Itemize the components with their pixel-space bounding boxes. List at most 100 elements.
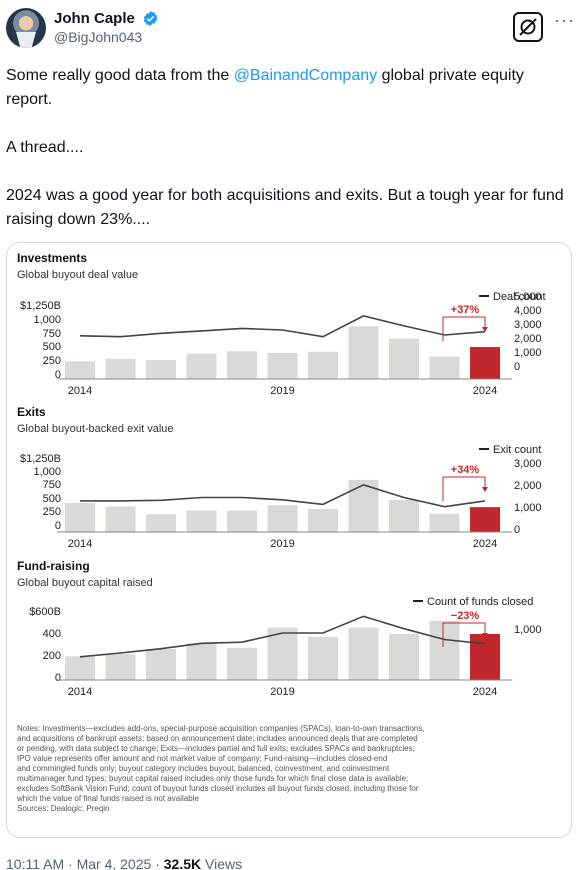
tweet-text-paragraph-2: A thread.... (6, 139, 84, 156)
tweet-footer: 10:11 AM · Mar 4, 2025 · 32.5K Views (6, 856, 242, 870)
chart-subtitle: Global buyout-backed exit value (17, 423, 174, 435)
bar (470, 347, 500, 379)
y-axis-tick-label: 500 (43, 341, 61, 353)
bar (308, 351, 338, 379)
author-name[interactable]: John Caple (54, 10, 135, 27)
annotation-arrow (482, 633, 488, 638)
author-handle[interactable]: @BigJohn043 (54, 29, 143, 45)
x-axis-tick-label: 2019 (270, 538, 294, 550)
x-axis-tick-label: 2024 (473, 686, 497, 698)
tweet-text: global private equity report. (6, 67, 524, 108)
bar (470, 507, 500, 532)
notes-line: multimanager fund types; buyout capital … (17, 774, 408, 783)
attached-image[interactable]: Investments Global buyout deal value $1,25… (6, 242, 572, 838)
y-axis-tick-label: 0 (55, 520, 61, 532)
bar (105, 506, 136, 532)
y2-axis-tick-label: 1,000 (514, 347, 542, 359)
chart-subtitle: Global buyout capital raised (17, 577, 153, 589)
bar (348, 326, 379, 379)
notes-line: excludes SoftBank Vision Fund; count of … (17, 784, 419, 793)
x-axis-tick-label: 2024 (473, 538, 497, 550)
legend-label: Deal count (493, 291, 546, 303)
bar (186, 353, 217, 379)
views-count: 32.5K (163, 856, 202, 870)
date[interactable]: Mar 4, 2025 (76, 856, 152, 870)
notes-line: or pending, with data subject to change;… (17, 744, 415, 753)
x-axis-tick-label: 2019 (270, 686, 294, 698)
change-annotation: +34% (451, 464, 480, 476)
y2-axis-tick-label: 2,000 (514, 333, 542, 345)
y-axis-tick-label: 750 (43, 479, 61, 491)
y-axis-tick-label: 0 (55, 369, 61, 381)
bar (105, 654, 136, 680)
tweet-text-paragraph-3: 2024 was a good year for both acquisitio… (6, 187, 564, 228)
tweet-header: John Caple @BigJohn043 ··· (6, 8, 574, 50)
notes-line: and commingled funds only; buyout catego… (17, 764, 390, 773)
separator: · (68, 856, 77, 870)
y2-axis-tick-label: 1,000 (514, 502, 542, 514)
x-axis-tick-label: 2024 (473, 385, 497, 397)
x-axis-tick-label: 2014 (68, 538, 92, 550)
annotation-bracket (442, 476, 486, 501)
tweet-text-paragraph-1: Some really good data from the @BainandC… (6, 64, 572, 112)
bar (186, 643, 217, 680)
annotation-arrow (482, 327, 488, 332)
y2-axis-tick-label: 3,000 (514, 458, 542, 470)
bar (146, 648, 176, 680)
y2-axis-tick-label: 0 (514, 524, 520, 536)
bar (65, 502, 95, 532)
chart-subtitle: Global buyout deal value (17, 269, 138, 281)
grok-icon[interactable] (513, 12, 543, 42)
bar (470, 634, 500, 680)
bar (146, 360, 176, 379)
bar (429, 513, 460, 532)
bar (105, 358, 136, 379)
y2-axis-tick-label: 4,000 (514, 305, 542, 317)
chart-title: Fund-raising (17, 559, 90, 573)
bar (227, 351, 257, 379)
y-axis-tick-label: 200 (43, 650, 61, 662)
x-axis-tick-label: 2014 (68, 686, 92, 698)
bar (146, 514, 176, 532)
annotation-bracket (442, 622, 486, 647)
y-axis-tick-label: 0 (55, 672, 61, 684)
y2-axis-tick-label: 5,000 (514, 291, 542, 303)
y2-axis-tick-label: 0 (514, 361, 520, 373)
bar (308, 508, 338, 532)
bar (65, 361, 95, 379)
change-annotation: −23% (451, 610, 480, 622)
bar (227, 647, 257, 680)
legend-label: Exit count (493, 444, 541, 456)
notes-line: IPO value represents offer amount and no… (17, 754, 387, 763)
y-axis-tick-label: 1,000 (33, 466, 61, 478)
chart-title: Exits (17, 405, 46, 419)
y-axis-tick-label: 1,000 (33, 314, 61, 326)
timestamp[interactable]: 10:11 AM (6, 856, 65, 870)
y-axis-tick-label: 500 (43, 493, 61, 505)
charts-svg: Investments Global buyout deal value $1,25… (16, 251, 546, 813)
y-axis-tick-label: 250 (43, 506, 61, 518)
more-icon[interactable]: ··· (554, 10, 575, 30)
bar (227, 510, 257, 532)
y-axis-tick-label: 750 (43, 328, 61, 340)
annotation-arrow (482, 487, 488, 492)
y2-axis-tick-label: 1,000 (514, 624, 542, 636)
bar (389, 338, 419, 379)
x-axis-tick-label: 2019 (270, 385, 294, 397)
bar (65, 656, 95, 680)
avatar[interactable] (6, 8, 46, 48)
tweet-text: Some really good data from the (6, 67, 234, 84)
bar (389, 500, 419, 532)
bar (348, 627, 379, 680)
mention-link[interactable]: @BainandCompany (233, 67, 378, 84)
notes-line: Notes: Investments—excludes add-ons, spe… (17, 724, 425, 733)
bar (308, 636, 338, 680)
bar (429, 356, 460, 379)
y-axis-tick-label: $600B (29, 606, 61, 618)
separator: · (155, 856, 164, 870)
views-label: Views (205, 856, 243, 870)
x-axis-tick-label: 2014 (68, 385, 92, 397)
y-axis-tick-label: 400 (43, 628, 61, 640)
notes-line: which the value of final funds raised is… (16, 794, 199, 803)
bar (429, 620, 460, 680)
